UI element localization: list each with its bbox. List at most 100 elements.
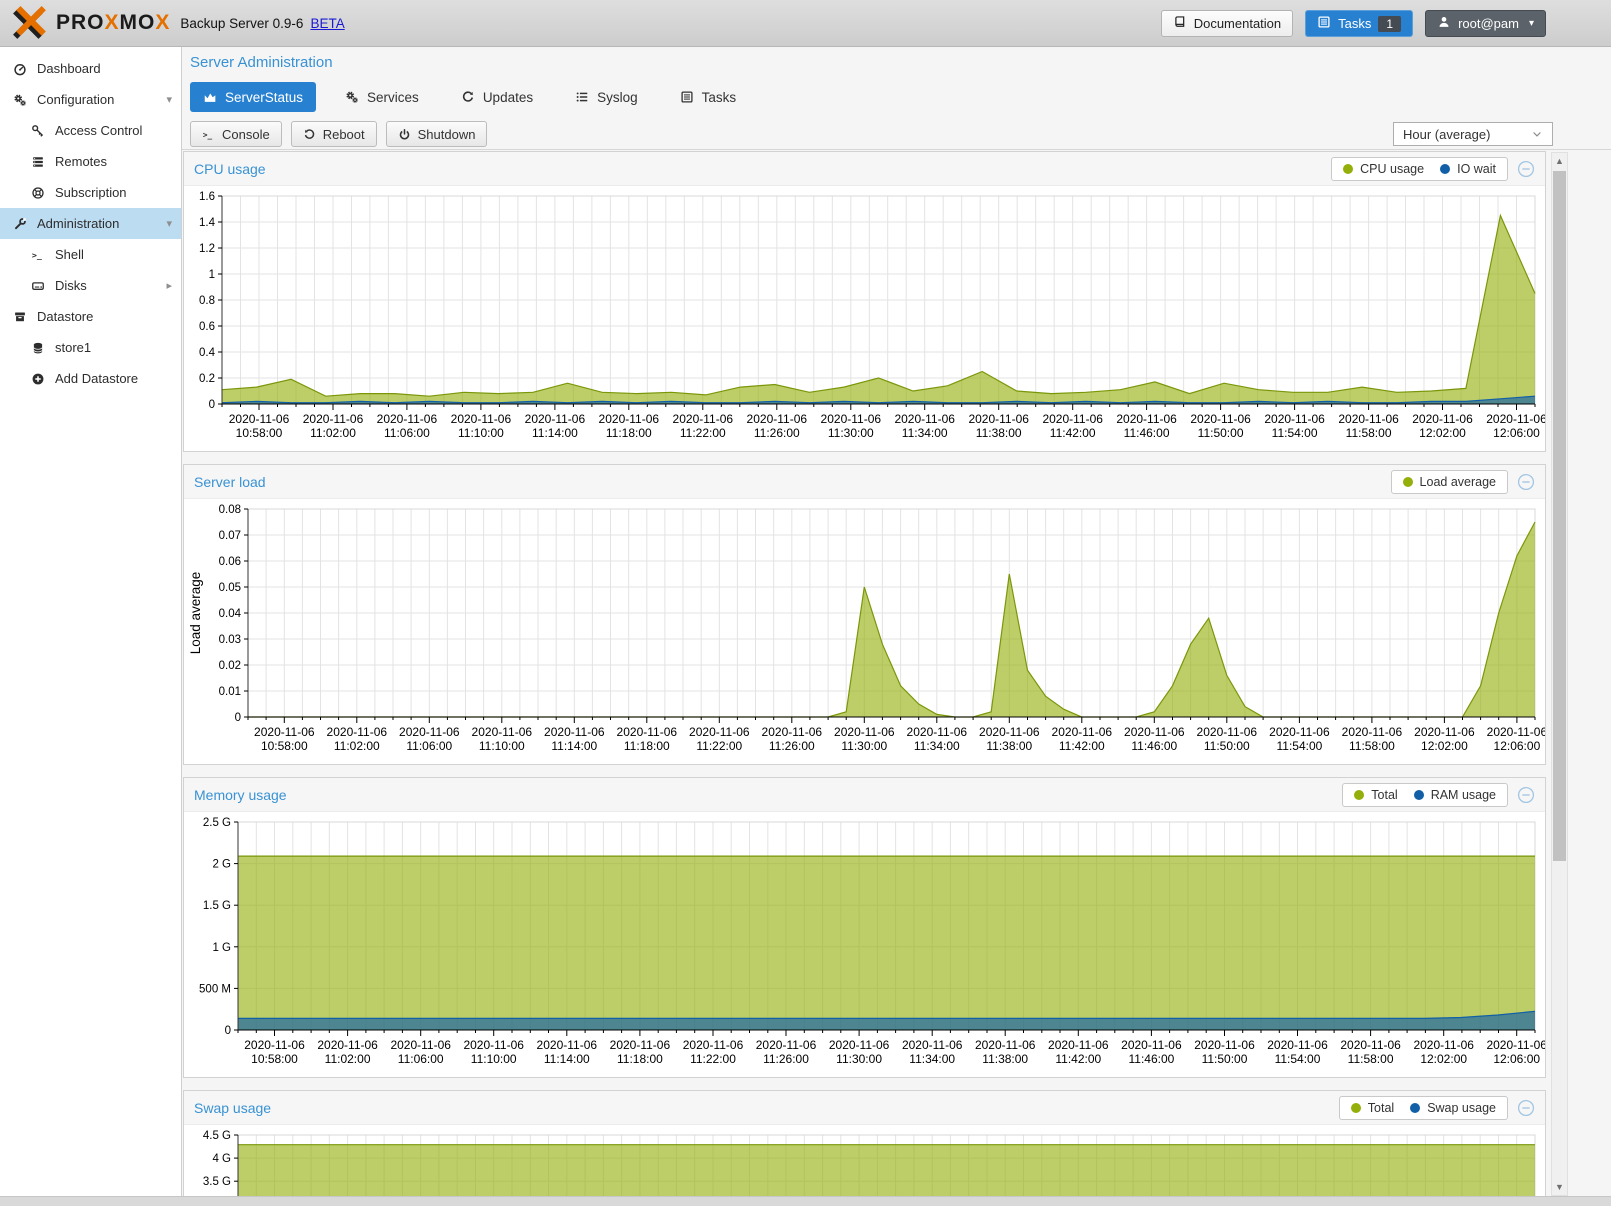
proxmox-logo[interactable]: PROXMOX [12,5,170,41]
sidebar-item-disks[interactable]: Disks ▸ [0,270,181,301]
svg-text:2020-11-06: 2020-11-06 [894,412,955,426]
svg-text:2020-11-06: 2020-11-06 [1413,1038,1474,1052]
legend-item-ram-usage[interactable]: RAM usage [1413,788,1496,802]
documentation-button[interactable]: Documentation [1160,10,1294,37]
svg-text:11:06:00: 11:06:00 [406,739,452,753]
svg-text:2020-11-06: 2020-11-06 [1197,725,1258,739]
svg-text:12:06:00: 12:06:00 [1493,426,1540,440]
svg-text:11:54:00: 11:54:00 [1276,739,1322,753]
sidebar-item-configuration[interactable]: Configuration ▾ [0,84,181,115]
svg-text:2020-11-06: 2020-11-06 [1116,412,1177,426]
svg-text:0.6: 0.6 [199,321,215,333]
chart-legend: CPU usage IO wait [1331,156,1508,181]
horizontal-scrollbar[interactable] [0,1196,1611,1206]
syslog-icon [576,92,588,102]
panel-title: CPU usage [194,160,266,177]
sidebar-item-access-control[interactable]: Access Control [0,115,181,146]
legend-label: Swap usage [1427,1100,1496,1115]
sidebar-item-store1[interactable]: store1 [0,332,181,363]
svg-text:12:02:00: 12:02:00 [1420,1052,1467,1066]
legend-item-total[interactable]: Total [1354,788,1398,802]
time-range-select[interactable]: Hour (average) [1393,122,1553,146]
scroll-down-arrow[interactable]: ▼ [1552,1179,1567,1195]
svg-text:2020-11-06: 2020-11-06 [756,1038,817,1052]
tab-services[interactable]: Services [332,82,432,112]
svg-text:11:38:00: 11:38:00 [986,739,1032,753]
sidebar-item-remotes[interactable]: Remotes [0,146,181,177]
scrollbar-thumb[interactable] [1553,171,1566,861]
svg-text:0: 0 [235,712,241,724]
svg-text:11:34:00: 11:34:00 [914,739,960,753]
console-button[interactable]: >_ Console [190,121,282,147]
tasks-count-badge: 1 [1378,15,1402,32]
legend-dot [1343,163,1354,174]
sidebar-item-dashboard[interactable]: Dashboard [0,53,181,84]
sidebar-item-administration[interactable]: Administration ▾ [0,208,181,239]
svg-text:12:06:00: 12:06:00 [1493,1052,1540,1066]
svg-text:0.02: 0.02 [219,660,241,672]
legend-item-cpu-usage[interactable]: CPU usage [1343,162,1424,176]
wordmark-part: X [104,11,120,34]
header-actions: Documentation Tasks 1 root@pam ▾ [1160,10,1546,37]
sidebar-item-subscription[interactable]: Subscription [0,177,181,208]
svg-text:11:34:00: 11:34:00 [909,1052,955,1066]
svg-text:2020-11-06: 2020-11-06 [1042,412,1103,426]
svg-text:2020-11-06: 2020-11-06 [327,725,388,739]
scroll-up-arrow[interactable]: ▲ [1552,153,1567,169]
collapse-panel-icon[interactable] [1517,786,1535,804]
svg-text:2020-11-06: 2020-11-06 [229,412,290,426]
sidebar-item-label: Remotes [55,154,108,169]
legend-item-io-wait[interactable]: IO wait [1440,162,1496,176]
svg-text:1 G: 1 G [212,942,231,954]
shutdown-button[interactable]: Shutdown [385,121,488,147]
tab-label: Services [367,89,419,105]
tab-label: Tasks [701,89,737,105]
beta-link[interactable]: BETA [310,15,345,31]
tasks-button[interactable]: Tasks 1 [1305,10,1414,37]
svg-text:2.5 G: 2.5 G [203,817,231,829]
svg-text:2020-11-06: 2020-11-06 [1190,412,1251,426]
svg-text:10:58:00: 10:58:00 [261,739,308,753]
time-range-value: Hour (average) [1403,126,1491,142]
tab-label: ServerStatus [225,89,304,105]
tab-serverstatus[interactable]: ServerStatus [190,82,317,112]
box-icon [15,311,25,321]
svg-text:11:14:00: 11:14:00 [544,1052,590,1066]
svg-text:2020-11-06: 2020-11-06 [1338,412,1399,426]
memory-panel: Memory usage Total RAM usage 0 500 M 1 G 1.… [183,777,1546,1078]
task-list-icon [1317,15,1331,32]
load-chart-plot: 0 0.01 0.02 0.03 0.04 0.05 0.06 0.07 0.08 2020-11… [188,504,1545,753]
sidebar-item-shell[interactable]: >_ Shell [0,239,181,270]
sidebar-item-label: Configuration [37,92,115,107]
collapse-panel-icon[interactable] [1517,1099,1535,1117]
collapse-panel-icon[interactable] [1517,160,1535,178]
svg-text:10:58:00: 10:58:00 [251,1052,298,1066]
collapse-panel-icon[interactable] [1517,473,1535,491]
svg-text:12:02:00: 12:02:00 [1421,739,1468,753]
svg-text:0.07: 0.07 [219,530,241,542]
svg-text:2020-11-06: 2020-11-06 [617,725,678,739]
chevron-down-icon [1533,132,1541,137]
reboot-button[interactable]: Reboot [290,121,377,147]
sidebar-item-add-datastore[interactable]: Add Datastore [0,363,181,394]
svg-text:2020-11-06: 2020-11-06 [254,725,315,739]
user-menu-button[interactable]: root@pam ▾ [1425,10,1546,37]
svg-text:0.4: 0.4 [199,347,216,359]
sidebar-item-label: Dashboard [37,61,101,76]
lifering-icon [32,186,44,199]
vertical-scrollbar[interactable]: ▲ ▼ [1551,152,1568,1196]
legend-item-load-average[interactable]: Load average [1402,475,1496,489]
charts-area: CPU usage CPU usage IO wait 0 0.2 0.4 0.6 0.… [183,151,1546,1206]
svg-text:11:26:00: 11:26:00 [754,426,800,440]
legend-item-swap-usage[interactable]: Swap usage [1410,1101,1496,1115]
tab-updates[interactable]: Updates [448,82,546,112]
sidebar-item-datastore[interactable]: Datastore [0,301,181,332]
tab-syslog[interactable]: Syslog [562,82,651,112]
svg-text:11:46:00: 11:46:00 [1128,1052,1174,1066]
legend-item-total[interactable]: Total [1350,1101,1394,1115]
swap-panel-header: Swap usage Total Swap usage [184,1091,1545,1125]
tab-tasks[interactable]: Tasks [667,82,750,112]
